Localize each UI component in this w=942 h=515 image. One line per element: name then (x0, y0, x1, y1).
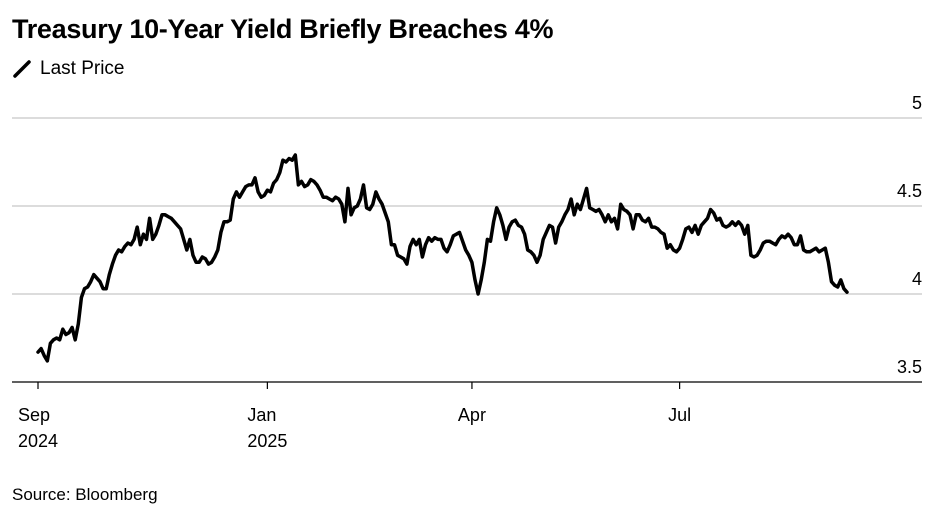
legend-swatch (13, 60, 31, 78)
y-tick-label: 4.5 (897, 181, 922, 201)
x-tick-label: Jan 2025 (247, 405, 288, 451)
legend: Last Price (12, 58, 124, 80)
x-tick-label: Apr (457, 405, 486, 425)
line-series (36, 153, 849, 363)
y-tick-label: 4 (912, 269, 922, 289)
chart-title: Treasury 10-Year Yield Briefly Breaches … (12, 14, 554, 44)
legend-label: Last Price (40, 58, 125, 79)
x-tick-label: Sep 2024 (17, 405, 59, 451)
y-tick-label: 3.5 (897, 357, 922, 377)
y-tick-label: 5 (912, 93, 922, 113)
source: Source: Bloomberg (12, 485, 158, 504)
x-tick-label: Jul (668, 405, 692, 425)
